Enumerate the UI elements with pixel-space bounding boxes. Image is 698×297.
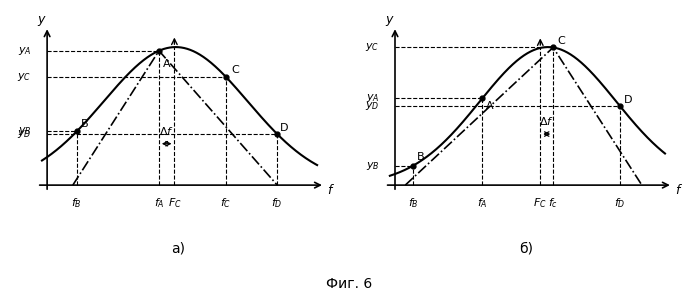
Text: $y_C$: $y_C$ bbox=[365, 42, 380, 53]
Text: б): б) bbox=[519, 241, 533, 255]
Text: y: y bbox=[37, 13, 45, 26]
Text: $y_C$: $y_C$ bbox=[17, 71, 31, 83]
Text: $f_B$: $f_B$ bbox=[71, 196, 82, 210]
Text: y: y bbox=[385, 13, 392, 26]
Text: $\Delta f$: $\Delta f$ bbox=[159, 125, 174, 137]
Text: $F_C$: $F_C$ bbox=[533, 196, 547, 210]
Text: а): а) bbox=[171, 241, 185, 255]
Text: D: D bbox=[624, 95, 632, 105]
Text: f: f bbox=[675, 184, 680, 197]
Text: Фиг. 6: Фиг. 6 bbox=[326, 277, 372, 291]
Text: $y_D$: $y_D$ bbox=[17, 128, 31, 140]
Text: f: f bbox=[327, 184, 332, 197]
Text: $f_A$: $f_A$ bbox=[477, 196, 488, 210]
Text: $y_B$: $y_B$ bbox=[366, 160, 380, 172]
Text: D: D bbox=[280, 123, 288, 133]
Text: $f_B$: $f_B$ bbox=[408, 196, 418, 210]
Text: $f_D$: $f_D$ bbox=[614, 196, 625, 210]
Text: C: C bbox=[557, 36, 565, 46]
Text: A: A bbox=[487, 101, 494, 111]
Text: $y_A$: $y_A$ bbox=[18, 45, 31, 57]
Text: $y_B$: $y_B$ bbox=[18, 125, 31, 138]
Text: B: B bbox=[80, 119, 88, 129]
Text: $\Delta f$: $\Delta f$ bbox=[540, 115, 554, 127]
Text: $f_A$: $f_A$ bbox=[154, 196, 164, 210]
Text: $f_C$: $f_C$ bbox=[220, 196, 232, 210]
Text: $y_A$: $y_A$ bbox=[366, 92, 380, 104]
Text: $f_c$: $f_c$ bbox=[548, 196, 558, 210]
Text: C: C bbox=[231, 65, 239, 75]
Text: A: A bbox=[163, 59, 170, 69]
Text: B: B bbox=[417, 151, 424, 162]
Text: $y_D$: $y_D$ bbox=[365, 100, 380, 112]
Text: $F_C$: $F_C$ bbox=[168, 196, 181, 210]
Text: $f_D$: $f_D$ bbox=[272, 196, 283, 210]
